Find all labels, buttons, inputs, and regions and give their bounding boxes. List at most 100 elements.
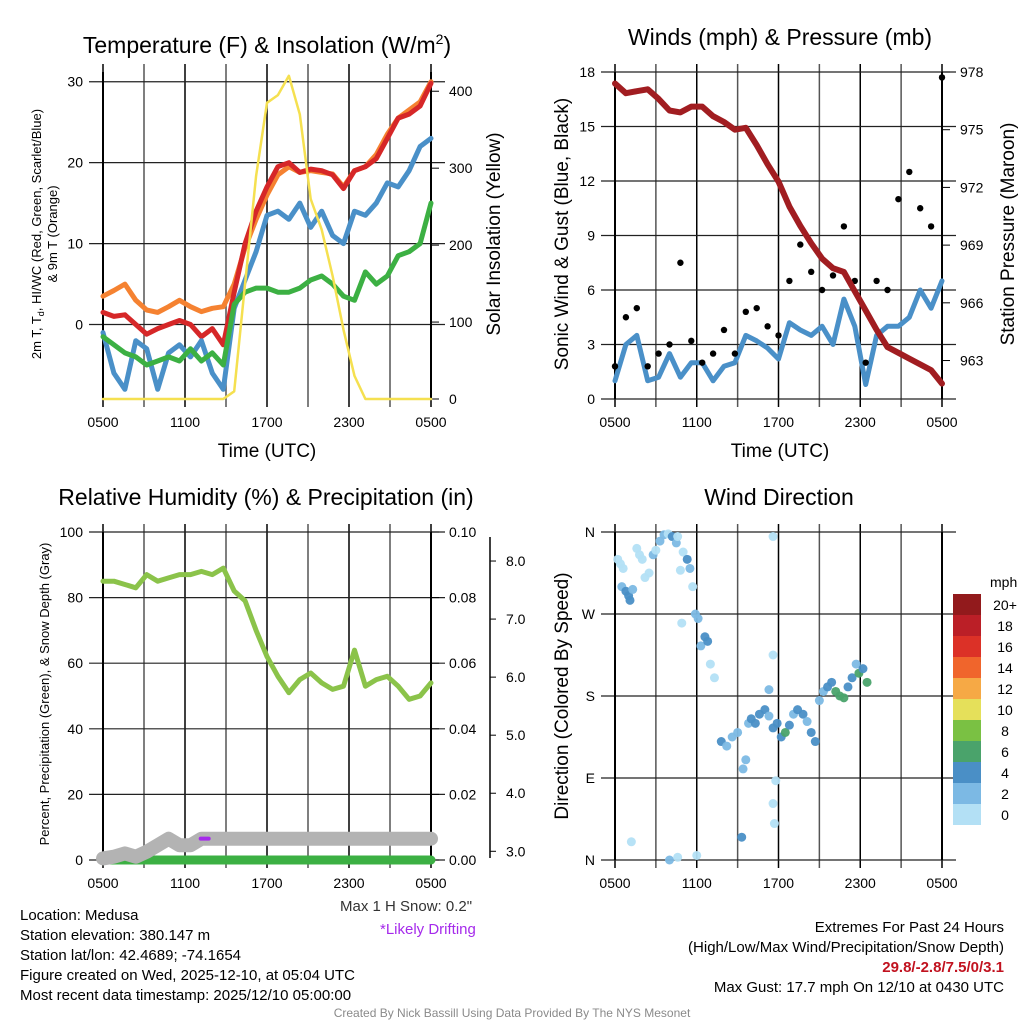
legend-color-box [953, 636, 981, 657]
gust-point [622, 314, 630, 321]
y2-tick-label: 966 [960, 295, 984, 311]
x-tick-label: 1100 [682, 875, 712, 891]
y2-tick-label: 200 [449, 237, 473, 253]
gust-point [862, 359, 869, 366]
wind-direction-point [625, 595, 635, 605]
gust-point [775, 332, 782, 339]
y2-tick-label: 0.02 [449, 786, 476, 802]
y2-tick-label: 972 [960, 179, 984, 195]
wind-direction-point [665, 855, 674, 865]
gust-point [764, 323, 771, 330]
wind-direction-point [769, 819, 779, 829]
wind-direction-point [685, 563, 695, 573]
x-tick-label: 0500 [599, 414, 630, 430]
wind-direction-point [709, 673, 719, 683]
wind-direction-point [760, 705, 770, 715]
humidity-left-axis-label: Percent, Precipitation (Green), & Snow D… [37, 543, 52, 846]
gust-point [753, 304, 760, 312]
x-tick-label: 1100 [170, 875, 200, 891]
speed-legend-title: mph [990, 574, 1017, 590]
likely-drifting-note: *Likely Drifting [380, 921, 476, 938]
y3-tick-label: 4.0 [506, 785, 526, 801]
temperature-panel: Temperature (F) & Insolation (W/m2) 2m T… [29, 31, 505, 462]
y3-tick-label: 8.0 [506, 553, 526, 569]
gust-point [818, 286, 826, 294]
wind-direction-point [851, 659, 861, 669]
y-tick-label: 20 [67, 786, 83, 802]
wind-direction-point [737, 832, 747, 842]
y-tick-label: 9 [587, 228, 595, 244]
wind-direction-point [802, 717, 812, 727]
wind-direction-point [644, 568, 654, 578]
y2-tick-label: 400 [449, 83, 473, 99]
wind-direction-point [688, 582, 698, 592]
wind-direction-point [798, 709, 808, 719]
wind-direction-point [768, 532, 778, 542]
legend-color-box [953, 783, 981, 804]
wind-direction-point [733, 727, 743, 737]
gust-point [938, 74, 946, 81]
wind-direction-point [764, 685, 774, 695]
y-tick-label: 20 [67, 155, 83, 171]
y2-tick-label: 975 [960, 122, 984, 138]
x-tick-label: 2300 [333, 875, 364, 891]
x-tick-label: 0500 [926, 414, 957, 430]
x-tick-label: 2300 [845, 414, 876, 430]
gust-point [709, 350, 717, 357]
legend-color-box [953, 678, 981, 699]
y-tick-label: 0 [75, 852, 83, 868]
temperature-panel-title: Temperature (F) & Insolation (W/m2) [83, 31, 451, 58]
wind-direction-point [806, 727, 816, 737]
gust-point [655, 350, 662, 357]
gust-point [742, 308, 749, 315]
y2-tick-label: 978 [960, 64, 984, 80]
x-tick-label: 0500 [599, 875, 630, 891]
gust-point [917, 205, 924, 212]
gust-point [666, 341, 673, 348]
wind-direction-panel: Wind Direction Direction (Colored By Spe… [552, 484, 1017, 820]
y-tick-label: 100 [60, 524, 84, 540]
legend-color-box [953, 720, 981, 741]
x-tick-label: 0500 [415, 414, 446, 430]
gust-point [808, 268, 815, 276]
y-tick-label: 30 [67, 74, 83, 90]
winds-panel: Winds (mph) & Pressure (mb) Sonic Wind &… [552, 24, 1019, 462]
x-tick-label: 0500 [87, 875, 118, 891]
gust-point [786, 277, 793, 285]
wind-direction-point [628, 584, 638, 594]
extremes-title: Extremes For Past 24 Hours [814, 919, 1004, 936]
wind-direction-point [675, 565, 685, 575]
wind-direction-point [692, 850, 702, 860]
y3-tick-label: 5.0 [506, 727, 526, 743]
wind-direction-point [827, 677, 837, 687]
y2-tick-label: 963 [960, 353, 984, 369]
wind-direction-point [696, 641, 706, 651]
gust-point [677, 259, 684, 266]
legend-label: 16 [997, 639, 1013, 655]
x-tick-label: 1700 [251, 414, 282, 430]
legend-color-box [953, 615, 981, 636]
legend-label: 14 [997, 660, 1013, 676]
series-line-2m-t [100, 80, 434, 348]
wind-direction-point [780, 727, 790, 737]
y-tick-label: 80 [67, 590, 83, 606]
legend-label: 8 [1001, 723, 1009, 739]
legend-color-box [953, 594, 981, 615]
legend-label: 6 [1001, 744, 1009, 760]
winds-left-axis-label: Sonic Wind & Gust (Blue, Black) [552, 98, 573, 370]
credit-text: Created By Nick Bassill Using Data Provi… [333, 1006, 691, 1020]
gust-point [699, 359, 706, 366]
legend-label: 0 [1001, 807, 1009, 823]
gust-point [873, 277, 880, 285]
wind-direction-point [839, 693, 849, 703]
wind-direction-left-axis-label: Direction (Colored By Speed) [552, 572, 573, 819]
max-snow-text: Max 1 H Snow: 0.2" [340, 898, 473, 915]
elevation-text: Station elevation: 380.147 m [20, 927, 211, 944]
chart-marks: 0500 1100 1700 2300 050001020300100200300400… [60, 64, 1017, 891]
latlon-text: Station lat/lon: 42.4689; -74.1654 [20, 947, 242, 964]
y3-tick-label: 3.0 [506, 843, 526, 859]
y2-tick-label: 300 [449, 160, 473, 176]
winds-right-axis-label: Station Pressure (Maroon) [998, 123, 1019, 346]
max-gust-text: Max Gust: 17.7 mph On 12/10 at 0430 UTC [713, 979, 1004, 996]
wind-direction-point [651, 545, 661, 555]
